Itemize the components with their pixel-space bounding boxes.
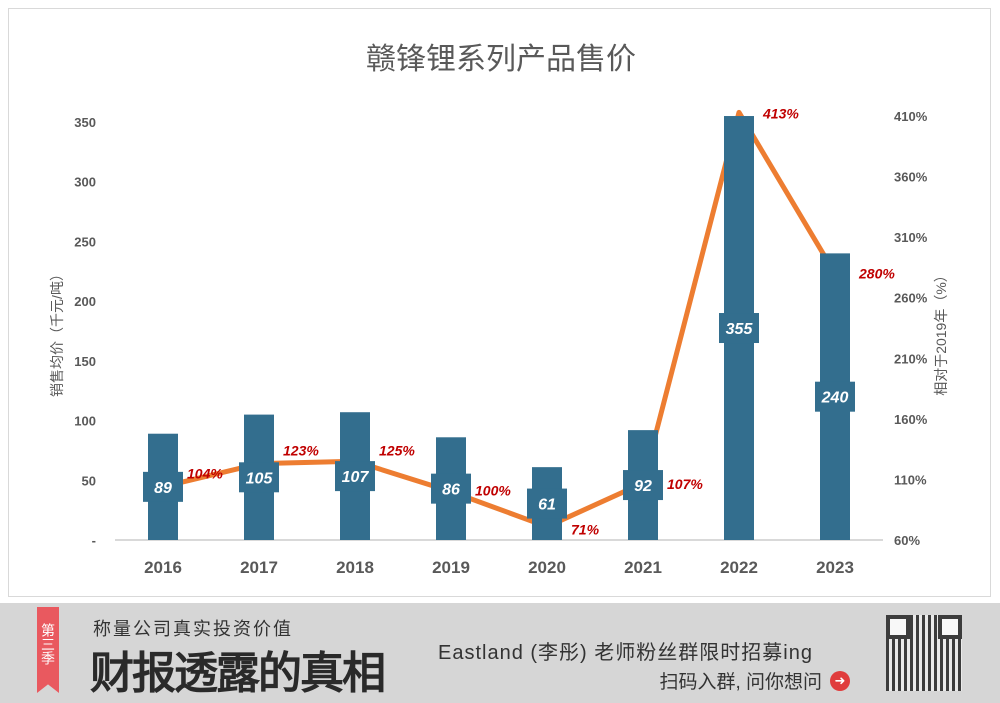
bar-label-box [815,381,855,412]
bar-data-label: 89 [154,480,172,497]
y2-tick-label: 310% [894,230,928,245]
y2-axis-label: 相对于2019年（%） [933,268,949,396]
x-tick-label: 2023 [816,558,854,577]
line-data-label: 71% [571,522,600,538]
arrow-right-icon: ➜ [830,670,850,691]
cta-link[interactable]: 扫码入群, 问你想问 ➜ [659,667,850,694]
qr-code [886,615,962,691]
y2-tick-label: 410% [894,109,928,124]
y-tick-label: 300 [74,175,96,190]
footer-banner: 第三季 称量公司真实投资价值 财报透露的真相 Eastland (李彤) 老师粉… [0,603,1000,703]
bar-data-label: 105 [246,470,274,487]
chart-frame: 赣锋锂系列产品售价 - 50 100 150 200 250 300 350 60% 110% 1… [8,8,991,597]
line-data-label: 413% [762,105,799,121]
x-tick-label: 2017 [240,558,278,577]
y-tick-label: 200 [74,294,96,309]
bar-data-label: 240 [821,390,849,407]
y2-tick-label: 360% [894,170,928,185]
bar-label-box [623,470,663,501]
banner-subtitle: 称量公司真实投资价值 [93,619,293,639]
y-tick-label: 50 [82,473,96,488]
bar-label-box [143,471,183,502]
x-tick-label: 2022 [720,558,758,577]
line-data-label: 104% [187,466,223,482]
bar-data-label: 86 [442,482,460,499]
chart: 赣锋锂系列产品售价 - 50 100 150 200 250 300 350 60% 110% 1… [49,42,949,577]
line-data-label: 107% [667,476,703,492]
bar-data-label: 92 [634,478,652,495]
bar-data-label: 61 [538,497,556,514]
y-axis-label: 销售均价（千元/吨） [49,267,65,397]
y2-tick-label: 60% [894,533,920,548]
y-tick-label: 350 [74,115,96,130]
x-tick-label: 2021 [624,558,662,577]
y-tick-label: - [92,533,96,548]
line-data-label: 100% [475,483,511,499]
y2-tick-label: 110% [894,472,927,487]
y-tick-label: 100 [74,414,96,429]
y2-tick-label: 210% [894,351,928,366]
cta-text: 扫码入群, 问你想问 [659,672,822,693]
line-data-label: 125% [379,442,415,458]
line-data-label: 280% [858,265,895,281]
bar-label-box [431,473,471,504]
bar-label-box [239,462,279,493]
bar-data-label: 355 [726,321,754,338]
chart-title: 赣锋锂系列产品售价 [366,42,636,77]
bar-label-box [335,461,375,492]
x-tick-label: 2020 [528,558,566,577]
y2-tick-label: 260% [894,291,928,306]
y-tick-label: 150 [74,354,96,369]
x-tick-label: 2019 [432,558,470,577]
x-tick-label: 2016 [144,558,182,577]
x-tick-label: 2018 [336,558,374,577]
season-ribbon: 第三季 [37,607,59,693]
bar-label-box [527,488,567,519]
bar-data-label: 107 [342,469,370,486]
banner-title: 财报透露的真相 [90,648,386,699]
line-data-label: 123% [283,443,319,459]
y2-tick-label: 160% [894,412,928,427]
promo-text: Eastland (李彤) 老师粉丝群限时招募ing [438,642,813,664]
y-tick-label: 250 [74,234,96,249]
bar-label-box [719,313,759,344]
